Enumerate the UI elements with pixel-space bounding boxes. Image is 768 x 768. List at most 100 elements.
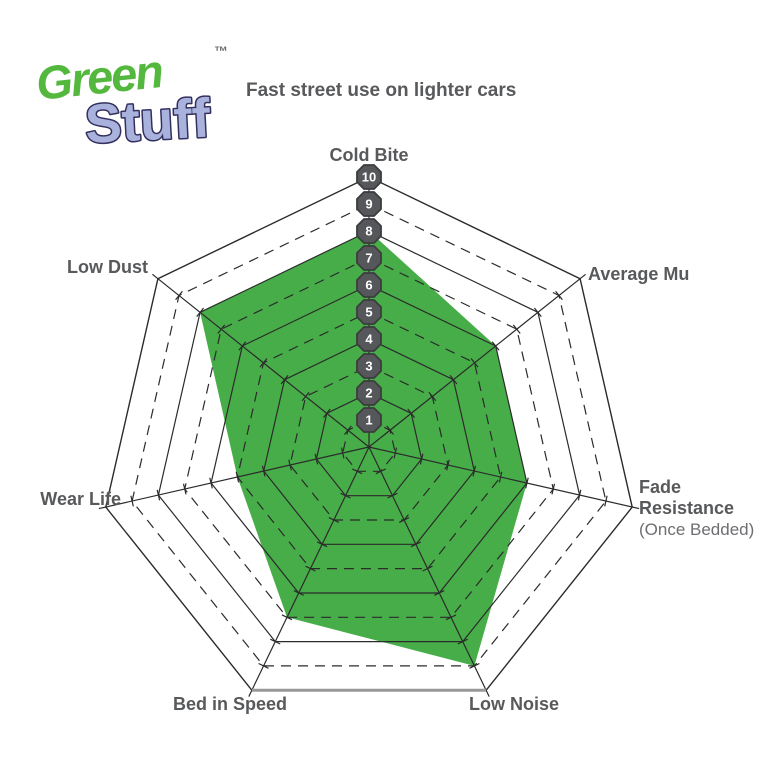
radar-tick xyxy=(156,489,161,501)
radar-spoke xyxy=(152,273,370,448)
radar-tick xyxy=(281,614,293,621)
scale-badge-7 xyxy=(356,245,382,271)
scale-badge-label-5: 5 xyxy=(365,305,372,320)
radar-grid-ring-4 xyxy=(263,338,475,545)
radar-tick xyxy=(445,614,457,621)
radar-tick xyxy=(434,590,445,596)
scale-badge-10 xyxy=(356,164,382,190)
scale-badge-6 xyxy=(356,272,382,298)
scale-badge-2 xyxy=(356,380,382,406)
radar-tick xyxy=(182,483,187,495)
radar-tick xyxy=(217,324,226,334)
radar-tick xyxy=(386,425,394,435)
axis-label-bed-in-speed: Bed in Speed xyxy=(172,694,288,714)
scale-badge-9 xyxy=(356,191,382,217)
radar-tick xyxy=(525,477,529,489)
radar-tick xyxy=(446,459,450,471)
axis-label-low-noise: Low Noise xyxy=(468,694,560,714)
scale-badge-label-1: 1 xyxy=(365,413,372,428)
radar-tick xyxy=(196,307,205,317)
greenstuff-logo: Green Stuff ™ xyxy=(28,30,248,156)
radar-tick xyxy=(551,483,556,495)
radar-tick xyxy=(175,290,183,301)
axis-label-fade-resistance: Fade Resistance (Once Bedded) xyxy=(639,477,754,540)
axis-label-fade-line1: Fade xyxy=(639,477,682,497)
scale-badge-label-8: 8 xyxy=(365,224,372,239)
radar-spoke xyxy=(368,446,490,697)
radar-tick xyxy=(352,468,363,475)
scale-badge-label-3: 3 xyxy=(365,359,372,374)
radar-tick xyxy=(375,468,386,475)
radar-tick xyxy=(344,425,352,435)
axis-label-fade-line2: Resistance xyxy=(639,498,735,518)
radar-tick xyxy=(322,408,331,418)
radar-tick xyxy=(387,492,398,499)
scale-badge-label-10: 10 xyxy=(362,170,376,185)
scale-badge-1 xyxy=(356,407,382,433)
radar-tick xyxy=(130,495,134,507)
axis-label-low-dust: Low Dust xyxy=(67,257,148,277)
radar-tick xyxy=(305,565,316,572)
radar-tick xyxy=(293,590,304,596)
radar-tick xyxy=(498,471,503,483)
radar-tick xyxy=(555,290,563,301)
radar-grid-ring-2 xyxy=(315,392,423,497)
scale-badge-label-4: 4 xyxy=(365,332,373,347)
axis-label-fade-line3: (Once Bedded) xyxy=(639,520,755,539)
radar-spoke xyxy=(98,446,370,510)
radar-tick xyxy=(422,565,433,572)
radar-tick xyxy=(238,341,247,351)
logo-word-green: Green xyxy=(34,44,165,110)
radar-tick xyxy=(340,447,345,459)
scale-badge-5 xyxy=(356,299,382,325)
radar-tick xyxy=(449,375,458,385)
radar-tick xyxy=(469,662,480,669)
radar-tick xyxy=(270,638,281,645)
logo-trademark: ™ xyxy=(214,43,228,59)
radar-tick xyxy=(393,447,398,459)
radar-tick xyxy=(410,541,422,548)
scale-badge-label-9: 9 xyxy=(365,197,372,212)
radar-tick xyxy=(340,492,351,499)
scale-badge-label-2: 2 xyxy=(365,386,372,401)
radar-tick xyxy=(533,307,542,317)
radar-tick xyxy=(419,453,424,465)
radar-tick xyxy=(328,517,340,523)
radar-spoke xyxy=(368,273,586,448)
radar-grid-ring-6 xyxy=(210,284,528,594)
radar-grid-ring-5 xyxy=(236,311,502,570)
radar-grid-ring-9 xyxy=(131,203,607,667)
logo-word-stuff: Stuff xyxy=(83,86,212,155)
scale-badge-3 xyxy=(356,353,382,379)
radar-tick xyxy=(577,489,582,501)
axis-label-wear-life: Wear Life xyxy=(40,489,121,509)
radar-tick xyxy=(258,662,269,669)
radar-tick xyxy=(604,495,608,507)
chart-subtitle: Fast street use on lighter cars xyxy=(246,80,517,101)
radar-tick xyxy=(280,375,289,385)
scale-badge-4 xyxy=(356,326,382,352)
radar-tick xyxy=(470,358,479,368)
radar-tick xyxy=(288,459,292,471)
radar-tick xyxy=(259,358,268,368)
axis-label-average-mu: Average Mu xyxy=(588,264,690,284)
radar-spoke xyxy=(368,446,640,510)
radar-tick xyxy=(457,638,468,645)
radar-tick xyxy=(472,465,477,477)
radar-grid-ring-1 xyxy=(342,419,396,472)
radar-tick xyxy=(407,408,416,418)
radar-spoke xyxy=(248,446,370,697)
axis-label-cold-bite: Cold Bite xyxy=(329,145,409,165)
radar-tick xyxy=(398,517,410,523)
radar-tick xyxy=(512,324,521,334)
radar-tick xyxy=(235,471,240,483)
radar-tick xyxy=(428,391,437,402)
radar-tick xyxy=(209,477,213,489)
scale-badge-8 xyxy=(356,218,382,244)
radar-tick xyxy=(314,453,319,465)
radar-tick xyxy=(491,341,500,351)
radar-grid-ring-7 xyxy=(184,257,554,618)
scale-badge-label-6: 6 xyxy=(365,278,372,293)
